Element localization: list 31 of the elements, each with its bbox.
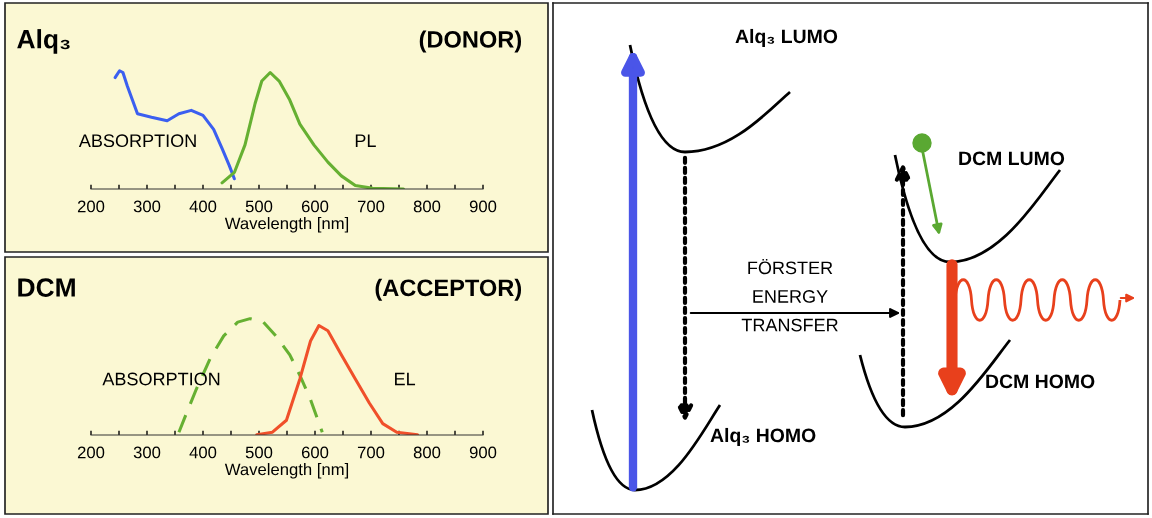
chart-title: DCM xyxy=(18,278,75,297)
chart-subtitle: (ACCEPTOR) xyxy=(375,278,522,301)
x-tick-label: 800 xyxy=(413,446,441,459)
x-tick-label: 200 xyxy=(77,446,105,459)
x-tick-label: 800 xyxy=(413,200,441,213)
chart-subtitle: (DONOR) xyxy=(419,30,522,53)
x-axis-title: Wavelength [nm] xyxy=(224,217,349,233)
x-tick-label: 600 xyxy=(301,446,329,459)
text: DCM LUMO xyxy=(959,151,1065,166)
x-tick-label: 900 xyxy=(469,446,497,459)
series-label: ABSORPTION xyxy=(78,134,196,148)
x-tick-label: 900 xyxy=(469,200,497,213)
x-tick-label: 500 xyxy=(245,446,273,459)
chart-title: Alq₃ xyxy=(17,29,70,54)
x-tick-label: 600 xyxy=(301,200,329,213)
x-tick-label: 700 xyxy=(357,446,385,459)
series-label: EL xyxy=(395,372,416,386)
x-tick-label: 500 xyxy=(245,200,273,213)
series-label: ABSORPTION xyxy=(102,372,220,386)
text: Alq₃ HOMO xyxy=(710,427,816,447)
series-label: PL xyxy=(355,134,376,147)
x-tick-label: 400 xyxy=(189,200,217,213)
text: Alq₃ LUMO xyxy=(735,28,838,48)
x-tick-label: 300 xyxy=(133,446,161,459)
x-tick-label: 200 xyxy=(77,200,105,213)
text: DCM HOMO xyxy=(986,374,1095,389)
text: FÖRSTER ENERGY TRANSFER xyxy=(741,258,838,332)
x-tick-label: 700 xyxy=(357,200,385,213)
x-tick-label: 300 xyxy=(133,200,161,213)
x-axis-title: Wavelength [nm] xyxy=(224,463,349,479)
x-tick-label: 400 xyxy=(189,446,217,459)
